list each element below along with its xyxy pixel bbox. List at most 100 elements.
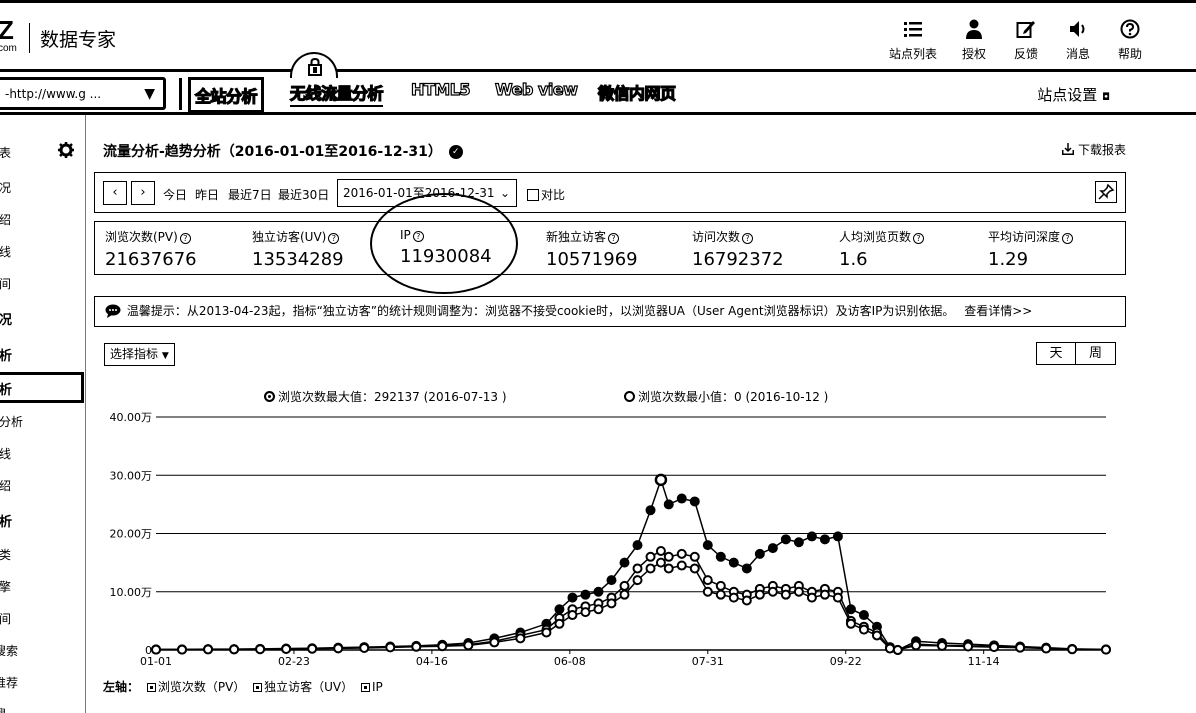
data-point [307, 643, 318, 654]
select-metric-label: 选择指标 [110, 347, 159, 361]
sidebar-item[interactable]: 类 [0, 548, 12, 562]
x-tick-label: 07-31 [692, 655, 724, 668]
top-nav-site-list[interactable]: 站点列表 [878, 19, 948, 62]
next-period-button[interactable]: › [131, 181, 155, 205]
logo-sub: com [0, 43, 17, 54]
range-today[interactable]: 今日 [163, 188, 188, 202]
caret-down-icon: ▼ [161, 351, 169, 361]
sidebar-item[interactable]: 搜索 [0, 644, 19, 658]
data-point [911, 640, 921, 651]
legend-item-ip[interactable]: IP [371, 680, 383, 694]
sidebar-section[interactable]: 析 [0, 349, 13, 364]
gear-icon[interactable] [58, 142, 74, 158]
data-point [832, 592, 843, 603]
question-icon[interactable]: ? [1062, 233, 1074, 244]
sidebar-item[interactable]: 擎 [0, 580, 12, 594]
tab-site-analysis[interactable]: 全站分析 [188, 77, 265, 113]
data-point [567, 610, 578, 621]
top-nav-authorize[interactable]: 授权 [948, 19, 1000, 62]
data-point [593, 604, 604, 615]
data-point [676, 560, 687, 571]
compare-checkbox[interactable]: 对比 [527, 186, 565, 203]
select-metric-dropdown[interactable]: 选择指标 ▼ [104, 343, 175, 366]
data-point [845, 618, 856, 629]
data-point [580, 589, 591, 600]
tab-wireless-analysis[interactable]: 无线流量分析 [289, 80, 384, 107]
lock-icon [308, 58, 322, 76]
pin-button[interactable] [1095, 181, 1117, 203]
metric-label: 浏览次数(PV) [105, 230, 178, 244]
sidebar-item[interactable]: 线 [0, 447, 12, 461]
tab-wechat-page[interactable]: 微信内网页 [597, 83, 676, 103]
data-point [255, 644, 266, 655]
sidebar-section[interactable]: 析 [0, 515, 13, 530]
data-point [437, 641, 448, 652]
y-tick-label: 0 [145, 644, 152, 657]
chevron-down-icon: ◘ [1102, 92, 1110, 103]
sidebar-item[interactable]: 推荐 [0, 676, 19, 690]
download-report-button[interactable]: 下载报表 [1062, 141, 1126, 158]
day-button[interactable]: 天 [1036, 342, 1076, 365]
sidebar-item-active[interactable]: 析 [0, 372, 84, 403]
range-last-7[interactable]: 最近7日 [228, 188, 272, 202]
data-point [715, 580, 726, 591]
top-nav-help[interactable]: 帮助 [1104, 19, 1156, 62]
sidebar-item[interactable]: 绍 [0, 479, 12, 493]
legend-square-icon [360, 683, 370, 692]
x-tick-label: 06-08 [554, 655, 586, 668]
logo[interactable]: Z com [0, 17, 22, 61]
metric-value: 1.6 [839, 249, 868, 270]
data-point [767, 586, 778, 597]
data-point [963, 641, 974, 652]
week-button[interactable]: 周 [1076, 342, 1116, 365]
sidebar-item[interactable]: 表 [0, 146, 12, 160]
tab-webview[interactable]: Web view [494, 79, 578, 99]
notice-link[interactable]: 查看详情>> [964, 304, 1033, 318]
y-tick-label: 40.00万 [110, 411, 153, 424]
series-line-3 [156, 561, 1107, 651]
question-icon[interactable]: ? [328, 233, 340, 244]
trend-chart[interactable]: 0 10.00万 20.00万 30.00万 40.00万 01-01 02-23 04-16… [94, 405, 1126, 677]
data-point [463, 640, 474, 651]
x-tick-label: 02-23 [278, 655, 310, 668]
data-point [632, 563, 643, 574]
prev-period-button[interactable]: ‹ [103, 181, 127, 205]
metrics-panel: 浏览次数(PV)? 21637676 独立访客(UV)? 13534289 IP… [94, 221, 1126, 275]
site-select[interactable]: -http://www.g ... ▼ [0, 77, 166, 110]
data-point [619, 557, 630, 568]
data-point [754, 548, 765, 559]
sidebar-section[interactable]: 况 [0, 313, 13, 328]
max-point-marker [654, 473, 668, 487]
sidebar-item[interactable]: 绍 [0, 213, 12, 227]
chevron-down-icon: ▼ [144, 86, 155, 102]
data-point [489, 637, 500, 648]
logo-divider [29, 23, 30, 53]
sidebar-item[interactable]: 搜 [0, 705, 6, 713]
range-last-30[interactable]: 最近30日 [278, 188, 330, 202]
top-nav-messages[interactable]: 消息 [1052, 19, 1104, 62]
question-icon[interactable]: ? [913, 233, 925, 244]
question-icon[interactable]: ? [179, 233, 191, 244]
sidebar-item[interactable]: 线 [0, 245, 12, 259]
legend-item-pv[interactable]: 浏览次数（PV） [157, 680, 246, 694]
range-yesterday[interactable]: 昨日 [195, 188, 220, 202]
legend-square-icon [146, 683, 156, 692]
sidebar-item[interactable]: 间 [0, 612, 12, 626]
metric-value: 21637676 [105, 249, 197, 270]
sidebar-item[interactable]: 况 [0, 181, 12, 195]
question-icon[interactable]: ? [742, 233, 754, 244]
sidebar-item[interactable]: 间 [0, 277, 12, 291]
data-point [359, 642, 370, 653]
data-point [229, 644, 240, 655]
sidebar-item[interactable]: 分析 [0, 415, 24, 429]
logo-mark: Z [0, 15, 14, 45]
question-icon[interactable]: ? [608, 233, 620, 244]
top-nav-feedback[interactable]: 反馈 [1000, 19, 1052, 62]
filled-dot-icon [264, 391, 275, 402]
legend-item-uv[interactable]: 独立访客（UV） [264, 680, 354, 694]
data-point [892, 645, 903, 655]
site-settings-menu[interactable]: 站点设置 ◘ [1037, 84, 1110, 105]
tab-html5[interactable]: HTML5 [410, 79, 471, 99]
info-icon[interactable]: ✓ [448, 145, 463, 159]
site-settings-label: 站点设置 [1037, 86, 1098, 104]
